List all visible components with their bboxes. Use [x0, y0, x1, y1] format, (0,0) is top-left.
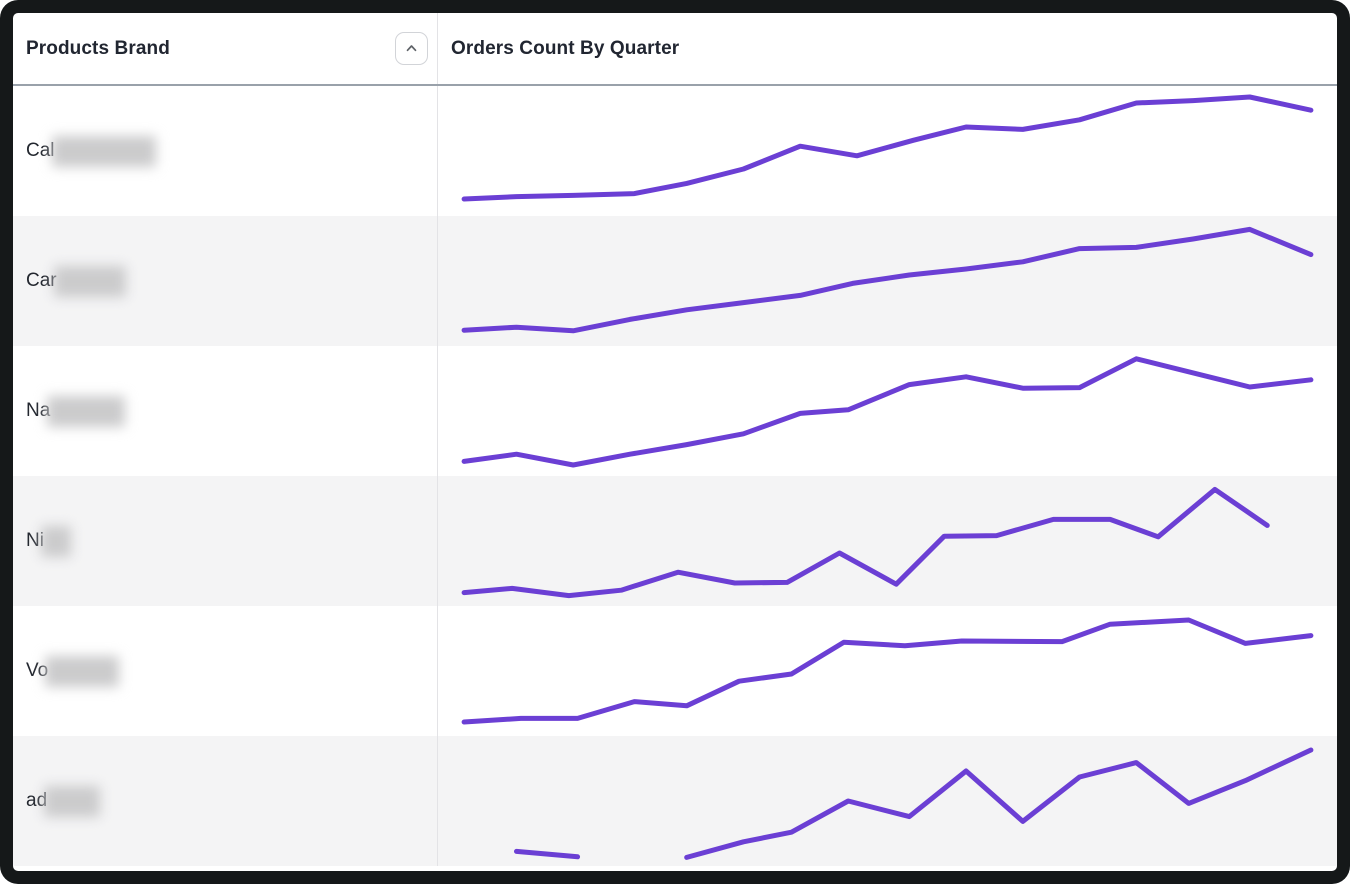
chart-cell: [438, 86, 1337, 216]
table-header-row: Products Brand Orders Count By Quarter: [13, 13, 1337, 86]
table-row: Vo: [13, 606, 1337, 736]
orders-sparkline-chart: [451, 606, 1324, 736]
table-body: Cal Car Na Ni: [13, 86, 1337, 871]
table-row: Na: [13, 346, 1337, 476]
brand-cell: Car: [13, 216, 438, 346]
brand-label: Vo: [26, 660, 49, 681]
redacted-brand-text: [45, 655, 120, 687]
brand-cell: Ni: [13, 476, 438, 606]
brand-cell: ad: [13, 736, 438, 866]
header-cell-products-brand: Products Brand: [13, 13, 438, 84]
brand-cell: Vo: [13, 606, 438, 736]
sort-button[interactable]: [395, 32, 428, 65]
brand-cell: Na: [13, 346, 438, 476]
table-row: Car: [13, 216, 1337, 346]
orders-sparkline-chart: [451, 346, 1324, 476]
orders-sparkline-chart: [451, 476, 1324, 606]
redacted-brand-text: [40, 525, 71, 557]
chart-cell: [438, 346, 1337, 476]
brand-label: Na: [26, 400, 51, 421]
brand-label: Cal: [26, 140, 55, 161]
redacted-brand-text: [53, 265, 126, 297]
orders-sparkline-chart: [451, 736, 1324, 866]
chart-cell: [438, 476, 1337, 606]
orders-sparkline-chart: [451, 86, 1324, 216]
redacted-brand-text: [51, 135, 156, 167]
brand-label: ad: [26, 790, 48, 811]
brand-cell: Cal: [13, 86, 438, 216]
chevron-up-icon: [404, 41, 419, 56]
chart-cell: [438, 606, 1337, 736]
table-row: ad: [13, 736, 1337, 866]
table-row: Cal: [13, 86, 1337, 216]
chart-cell: [438, 736, 1337, 866]
column-header-products-brand: Products Brand: [26, 37, 170, 59]
table-row: Ni: [13, 476, 1337, 606]
redacted-brand-text: [47, 395, 126, 427]
redacted-brand-text: [44, 785, 101, 817]
column-header-orders-count: Orders Count By Quarter: [451, 37, 680, 59]
orders-sparkline-chart: [451, 216, 1324, 346]
table-card: Products Brand Orders Count By Quarter C…: [13, 13, 1337, 871]
header-cell-orders-count: Orders Count By Quarter: [438, 13, 1337, 84]
brand-label: Car: [26, 270, 57, 291]
brand-label: Ni: [26, 530, 44, 551]
chart-cell: [438, 216, 1337, 346]
